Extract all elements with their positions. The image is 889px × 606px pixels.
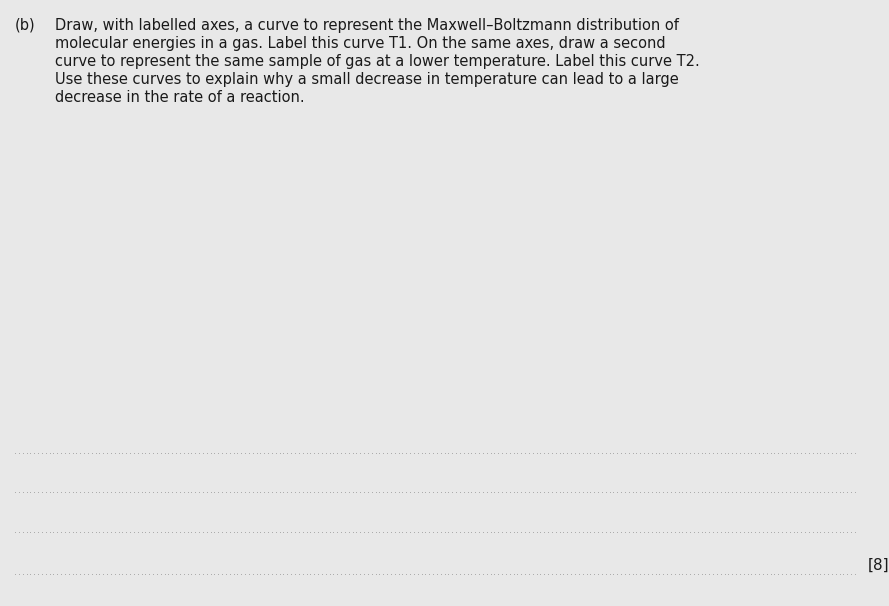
Text: [8]: [8] — [868, 558, 889, 573]
Text: decrease in the rate of a reaction.: decrease in the rate of a reaction. — [55, 90, 305, 105]
Text: curve to represent the same sample of gas at a lower temperature. Label this cur: curve to represent the same sample of ga… — [55, 54, 700, 69]
Text: (b): (b) — [15, 18, 36, 33]
Text: Use these curves to explain why a small decrease in temperature can lead to a la: Use these curves to explain why a small … — [55, 72, 678, 87]
Text: molecular energies in a gas. Label this curve T1. On the same axes, draw a secon: molecular energies in a gas. Label this … — [55, 36, 666, 51]
Text: Draw, with labelled axes, a curve to represent the Maxwell–Boltzmann distributio: Draw, with labelled axes, a curve to rep… — [55, 18, 679, 33]
